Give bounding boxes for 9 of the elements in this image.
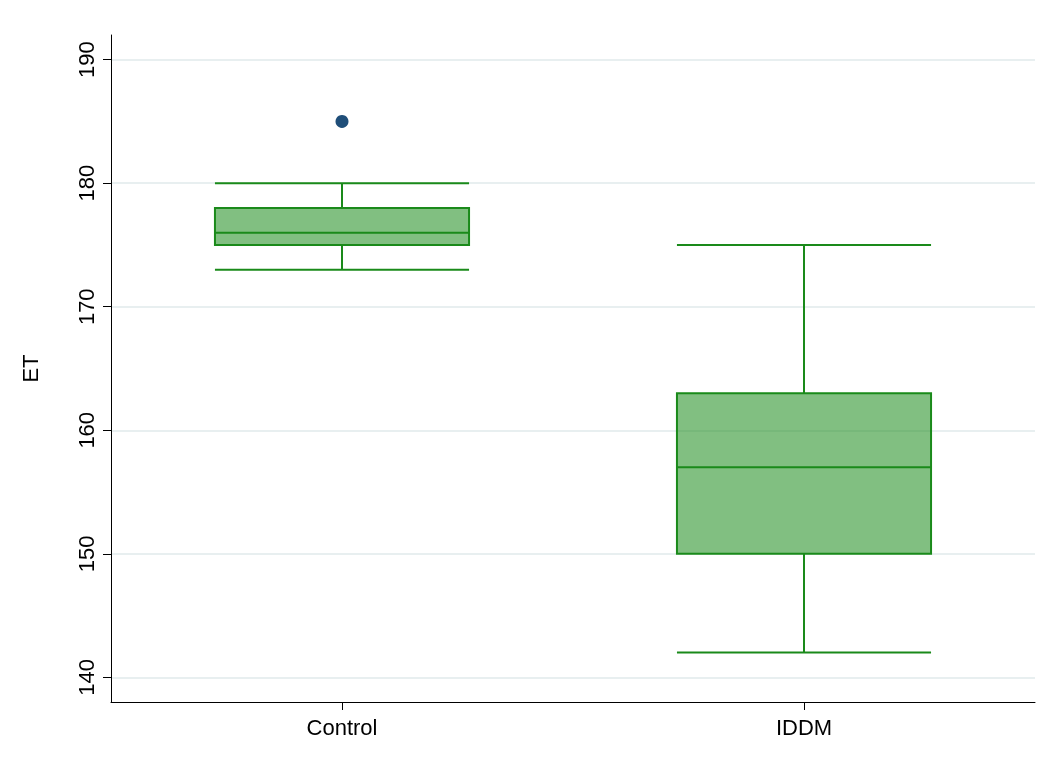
x-tick-label: IDDM: [775, 714, 833, 740]
y-tick-label: 170: [73, 288, 99, 326]
y-tick-label: 160: [73, 411, 99, 449]
y-tick-label: 140: [73, 658, 99, 696]
y-tick-label: 180: [73, 164, 99, 202]
y-tick-label: 190: [73, 41, 99, 79]
y-tick-label: 150: [73, 535, 99, 573]
x-tick-label: Control: [306, 714, 378, 740]
y-axis-title: ET: [17, 354, 43, 383]
